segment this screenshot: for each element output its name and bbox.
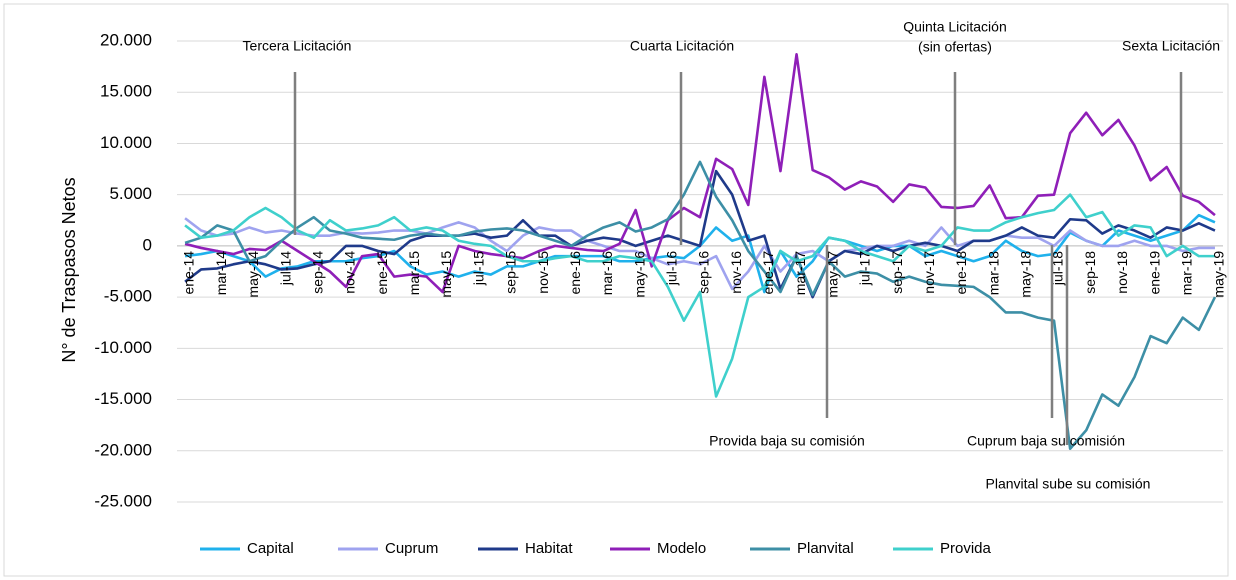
x-tick-label: sep-16 — [696, 251, 712, 294]
y-tick-label: -5.000 — [104, 287, 152, 306]
legend-label: Cuprum — [385, 540, 438, 557]
x-tick-label: sep-15 — [503, 251, 519, 294]
x-tick-label: mar-18 — [985, 251, 1001, 296]
chart-border — [3, 3, 1229, 577]
x-tick-label: ene-19 — [1146, 251, 1162, 295]
x-tick-label: may-19 — [1211, 251, 1227, 298]
x-tick-label: nov-15 — [535, 251, 551, 294]
annotation: Provida baja su comisión — [709, 433, 865, 449]
y-tick-label: 5.000 — [109, 184, 152, 203]
series-line — [184, 53, 1216, 294]
annotation: Planvital sube su comisión — [986, 476, 1151, 492]
annotation: Tercera Licitación — [243, 38, 352, 54]
series-line — [184, 160, 1217, 451]
x-tick-label: jul-15 — [470, 251, 486, 286]
annotation: Cuprum baja su comisión — [967, 433, 1125, 449]
x-tick-label: jul-17 — [857, 251, 873, 286]
x-tick-label: mar-17 — [792, 251, 808, 296]
x-tick-label: ene-14 — [181, 251, 197, 295]
x-tick-label: jul-18 — [1050, 251, 1066, 286]
legend-label: Habitat — [525, 540, 573, 557]
x-tick-label: nov-16 — [728, 251, 744, 294]
x-tick-label: may-18 — [1018, 251, 1034, 298]
legend-label: Capital — [247, 540, 294, 557]
x-tick-label: mar-15 — [406, 251, 422, 296]
x-tick-label: may-17 — [824, 251, 840, 298]
y-tick-label: 0 — [143, 235, 152, 254]
legend-label: Planvital — [797, 540, 854, 557]
x-tick-label: mar-19 — [1178, 251, 1194, 296]
x-tick-label: may-16 — [631, 251, 647, 298]
y-tick-label: -15.000 — [94, 389, 152, 408]
x-tick-label: mar-16 — [599, 251, 615, 296]
series-line — [184, 193, 1215, 398]
x-tick-label: ene-15 — [374, 251, 390, 295]
y-axis-title: N° de Traspasos Netos — [59, 177, 79, 362]
annotation: Sexta Licitación — [1122, 38, 1220, 54]
x-tick-label: jul-14 — [277, 251, 293, 286]
y-tick-label: -10.000 — [94, 338, 152, 357]
legend-label: Provida — [940, 540, 992, 557]
x-tick-label: sep-18 — [1082, 251, 1098, 294]
x-tick-label: may-15 — [438, 251, 454, 298]
x-tick-label: may-14 — [245, 251, 261, 298]
x-tick-label: mar-14 — [213, 251, 229, 296]
y-tick-label: -25.000 — [94, 491, 152, 510]
y-tick-label: -20.000 — [94, 440, 152, 459]
x-tick-label: ene-17 — [760, 251, 776, 295]
annotation: Quinta Licitación — [903, 19, 1007, 35]
y-tick-label: 15.000 — [100, 82, 152, 101]
annotation: (sin ofertas) — [918, 39, 992, 55]
annotation: Cuarta Licitación — [630, 38, 734, 54]
x-tick-label: nov-17 — [921, 251, 937, 294]
x-tick-label: nov-14 — [342, 251, 358, 294]
x-tick-label: sep-14 — [309, 251, 325, 294]
legend-label: Modelo — [657, 540, 706, 557]
x-tick-label: ene-16 — [567, 251, 583, 295]
x-tick-label: sep-17 — [889, 251, 905, 294]
x-tick-label: nov-18 — [1114, 251, 1130, 294]
series-line — [184, 169, 1216, 299]
x-tick-label: jul-16 — [664, 251, 680, 286]
y-tick-label: 10.000 — [100, 133, 152, 152]
y-tick-label: 20.000 — [100, 30, 152, 49]
x-tick-label: ene-18 — [953, 251, 969, 295]
series-line — [184, 217, 1215, 291]
